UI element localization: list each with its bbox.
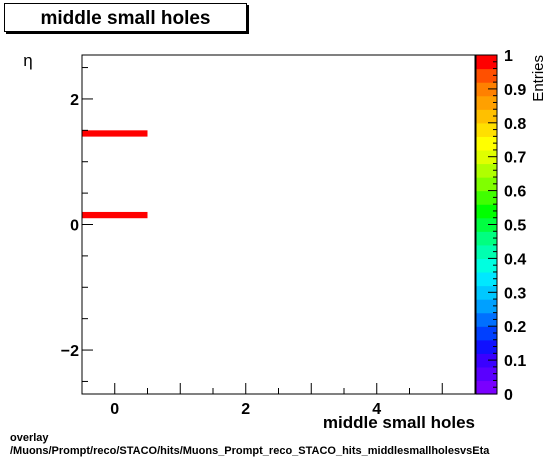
footer: overlay /Muons/Prompt/reco/STACO/hits/Mu… — [10, 432, 546, 458]
palette-swatch — [476, 380, 497, 395]
palette-swatch — [476, 353, 497, 368]
z-tick-label: 0.5 — [504, 218, 526, 235]
x-axis-ticks: 0 2 4 — [81, 383, 476, 418]
heatmap-cell-0 — [82, 130, 148, 137]
z-tick-label: 0.3 — [504, 285, 526, 302]
x-tick-label: 4 — [372, 401, 381, 418]
palette-swatch — [476, 82, 497, 97]
y-tick-label: 0 — [70, 218, 79, 235]
palette-swatch — [476, 258, 497, 273]
palette-swatch — [476, 55, 497, 70]
title-box: middle small holes — [4, 3, 247, 32]
palette-swatch — [476, 366, 497, 382]
x-tick-label: 2 — [241, 401, 250, 418]
z-tick-label: 0.6 — [504, 184, 526, 201]
z-tick-label: 0.9 — [504, 82, 526, 99]
y-tick-label: 2 — [70, 92, 79, 109]
palette-swatch — [476, 326, 497, 341]
z-tick-label: 1 — [504, 48, 513, 65]
footer-line-1: overlay — [10, 432, 49, 444]
z-tick-label: 0.4 — [504, 251, 526, 268]
palette-swatch — [476, 190, 497, 205]
palette-swatch — [476, 136, 497, 151]
heatmap-cell-1 — [82, 211, 148, 219]
palette-swatch — [476, 285, 497, 300]
palette-swatch — [476, 217, 497, 232]
palette-swatch — [476, 299, 497, 314]
palette-swatch — [476, 122, 497, 137]
z-axis-ticks: 0 0.1 0.2 0.3 0.4 0.5 0.6 0.7 0.8 0.9 1 — [488, 48, 526, 404]
palette-swatch — [476, 68, 497, 83]
color-palette — [475, 54, 498, 395]
chart-title: middle small holes — [40, 8, 211, 29]
heatmap-cells — [82, 130, 148, 219]
y-axis-label: η — [23, 51, 32, 70]
footer-line-2: /Muons/Prompt/reco/STACO/hits/Muons_Prom… — [10, 445, 490, 457]
palette-swatch — [476, 339, 497, 354]
palette-swatch — [476, 312, 497, 327]
palette-swatch — [476, 95, 497, 110]
z-tick-label: 0.8 — [504, 116, 526, 133]
palette-swatch — [476, 177, 497, 192]
palette-swatch — [476, 231, 497, 246]
palette-swatch — [476, 204, 497, 219]
y-tick-label: −2 — [61, 343, 79, 360]
z-tick-label: 0.2 — [504, 319, 526, 336]
palette-swatch — [476, 149, 497, 165]
palette-swatch — [476, 109, 497, 124]
x-axis-label: middle small holes — [323, 413, 475, 432]
z-tick-label: 0.7 — [504, 150, 526, 167]
palette-swatch — [476, 244, 497, 259]
z-tick-label: 0 — [504, 387, 513, 404]
z-tick-label: 0.1 — [504, 353, 526, 370]
z-axis-label: Entries — [530, 55, 546, 102]
x-tick-label: 0 — [110, 401, 119, 418]
plot-frame — [81, 54, 476, 395]
palette-swatch — [476, 163, 497, 178]
y-axis-ticks: −2 0 2 — [61, 67, 93, 382]
palette-swatch — [476, 271, 497, 287]
